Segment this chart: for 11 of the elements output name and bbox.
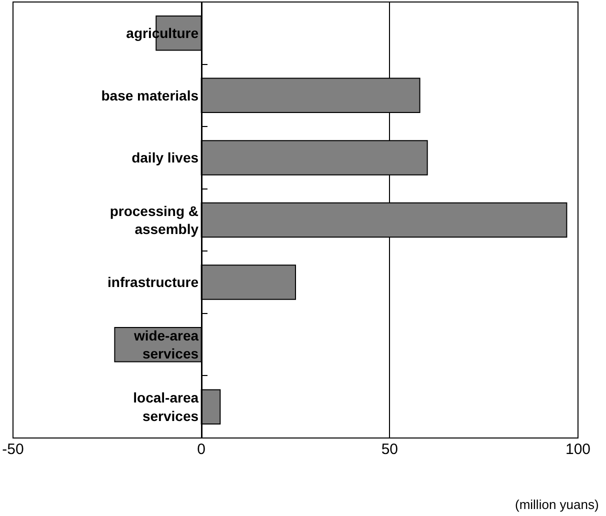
y-tick-label: daily lives <box>132 150 199 166</box>
y-tick-label: processing & assembly <box>110 202 199 237</box>
text: (million yuans) <box>515 497 599 512</box>
y-tick-label: base materials <box>101 87 199 104</box>
x-tick-label: 0 <box>197 441 206 458</box>
y-tick-label: wide-area services <box>132 327 199 362</box>
y-tick-label: infrastructure <box>108 274 199 290</box>
x-tick-label: 100 <box>565 441 591 458</box>
x-tick-label: -50 <box>2 441 24 458</box>
y-tick-label: local-area services <box>133 390 199 424</box>
x-tick-label: 50 <box>381 441 398 458</box>
